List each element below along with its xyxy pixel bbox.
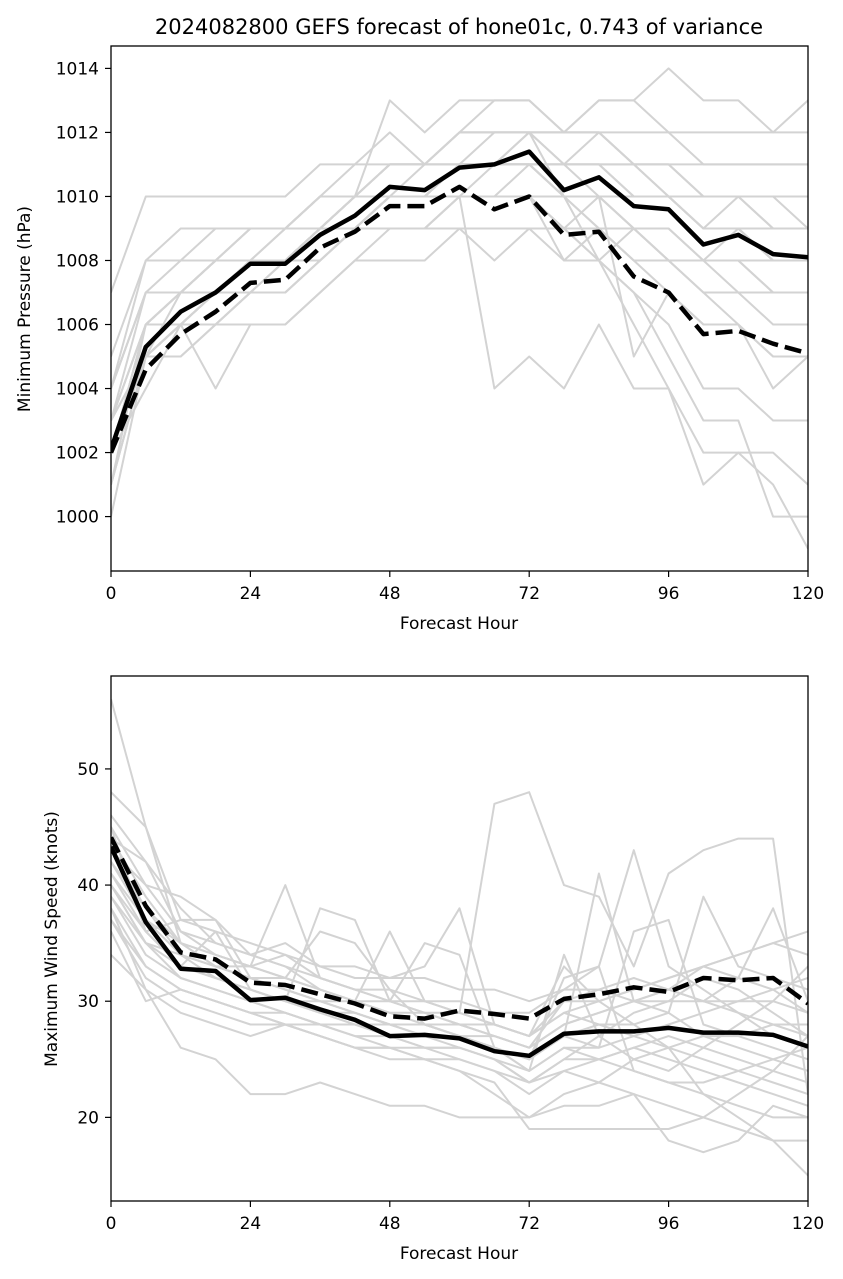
pressure-mean-dashed-line <box>111 184 808 454</box>
wind-x-tick-label: 72 <box>518 1214 540 1234</box>
pressure-y-tick-label: 1000 <box>56 508 99 528</box>
wind-y-tick-label: 50 <box>77 760 99 780</box>
wind-y-tick-label: 40 <box>77 876 99 896</box>
wind-member-line-23 <box>111 838 808 1038</box>
wind-y-axis-label: Maximum Wind Speed (knots) <box>42 811 62 1067</box>
wind-member-line-4 <box>111 826 808 1049</box>
pressure-member-line-19 <box>111 227 808 453</box>
wind-x-tick-label: 0 <box>106 1214 117 1234</box>
pressure-member-line-24 <box>111 195 808 421</box>
wind-panel: 0 24 48 72 96 120 20 30 40 50 <box>77 675 824 1234</box>
wind-member-line-22 <box>111 884 808 1084</box>
wind-x-tick-label: 96 <box>658 1214 680 1234</box>
pressure-y-tick-label: 1010 <box>56 187 99 207</box>
wind-series-group <box>111 698 808 1177</box>
wind-member-line-1 <box>111 698 808 1014</box>
pressure-y-tick-label: 1004 <box>56 380 99 400</box>
wind-member-line-16 <box>111 954 808 1130</box>
wind-x-tick-label: 24 <box>240 1214 262 1234</box>
pressure-y-tick-label: 1002 <box>56 444 99 464</box>
wind-mean-solid-line <box>111 845 808 1059</box>
wind-x-axis-label: Forecast Hour <box>400 1244 518 1264</box>
wind-member-line-24 <box>111 919 808 1107</box>
pressure-x-tick-label: 24 <box>240 584 262 604</box>
pressure-y-tick-label: 1006 <box>56 316 99 336</box>
pressure-x-tick-label: 48 <box>379 584 401 604</box>
wind-member-line-21 <box>111 849 808 1049</box>
wind-plot-frame <box>110 675 809 1202</box>
pressure-panel: 0 24 48 72 96 120 1000 1002 1004 1006 1008 1010 1012… <box>56 45 824 604</box>
wind-y-tick-label: 20 <box>77 1108 99 1128</box>
pressure-x-tick-label: 120 <box>792 584 824 604</box>
wind-y-tick-label: 30 <box>77 992 99 1012</box>
pressure-x-axis-label: Forecast Hour <box>400 614 518 634</box>
wind-member-line-10 <box>111 884 808 1061</box>
wind-member-line-13 <box>111 907 808 1177</box>
pressure-plot-frame <box>110 45 809 572</box>
pressure-series-group <box>111 67 808 550</box>
pressure-y-tick-label: 1008 <box>56 251 99 271</box>
pressure-x-tick-label: 0 <box>106 584 117 604</box>
wind-mean-dashed-line <box>111 836 808 1021</box>
wind-member-line-5 <box>111 837 808 1049</box>
wind-x-tick-label: 48 <box>379 1214 401 1234</box>
chart-title: 2024082800 GEFS forecast of hone01c, 0.7… <box>155 15 763 39</box>
pressure-mean-solid-line <box>111 149 808 451</box>
pressure-x-tick-label: 72 <box>518 584 540 604</box>
wind-x-tick-label: 120 <box>792 1214 824 1234</box>
pressure-x-tick-label: 96 <box>658 584 680 604</box>
pressure-y-tick-label: 1012 <box>56 123 99 143</box>
pressure-y-tick-label: 1014 <box>56 59 99 79</box>
pressure-y-axis-label: Minimum Pressure (hPa) <box>15 206 35 412</box>
